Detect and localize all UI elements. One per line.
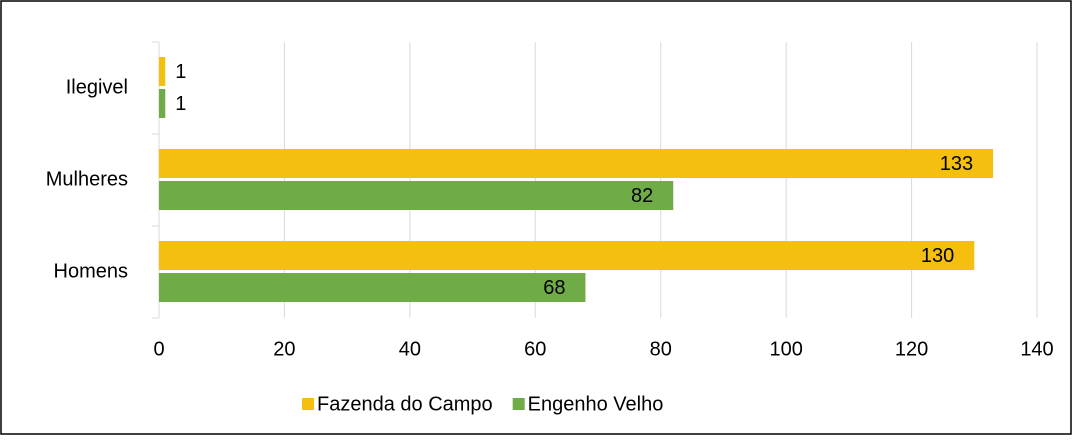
x-tick-label: 40 [399,338,421,360]
x-tick-label: 20 [273,338,295,360]
x-tick-label: 0 [153,338,164,360]
legend-label: Fazenda do Campo [317,393,493,415]
bar [159,241,975,270]
data-label: 82 [631,185,653,207]
data-label: 1 [175,93,186,115]
bar [159,89,166,118]
x-tick-label: 140 [1020,338,1053,360]
data-label: 130 [921,245,954,267]
y-tick-label: Mulheres [46,168,128,190]
legend-swatch [512,398,525,410]
bar [159,273,586,302]
legend-label: Engenho Velho [528,393,664,415]
x-tick-label: 60 [524,338,546,360]
legend-swatch [302,398,314,410]
y-tick-label: Ilegivel [66,76,128,98]
y-tick-label: Homens [54,260,128,282]
bar [159,57,166,86]
x-tick-label: 80 [650,338,672,360]
x-tick-label: 100 [769,338,802,360]
data-label: 68 [543,277,565,299]
x-tick-label: 120 [895,338,928,360]
bar [159,149,994,178]
data-label: 133 [940,153,973,175]
data-label: 1 [175,61,186,83]
bar [159,181,674,210]
